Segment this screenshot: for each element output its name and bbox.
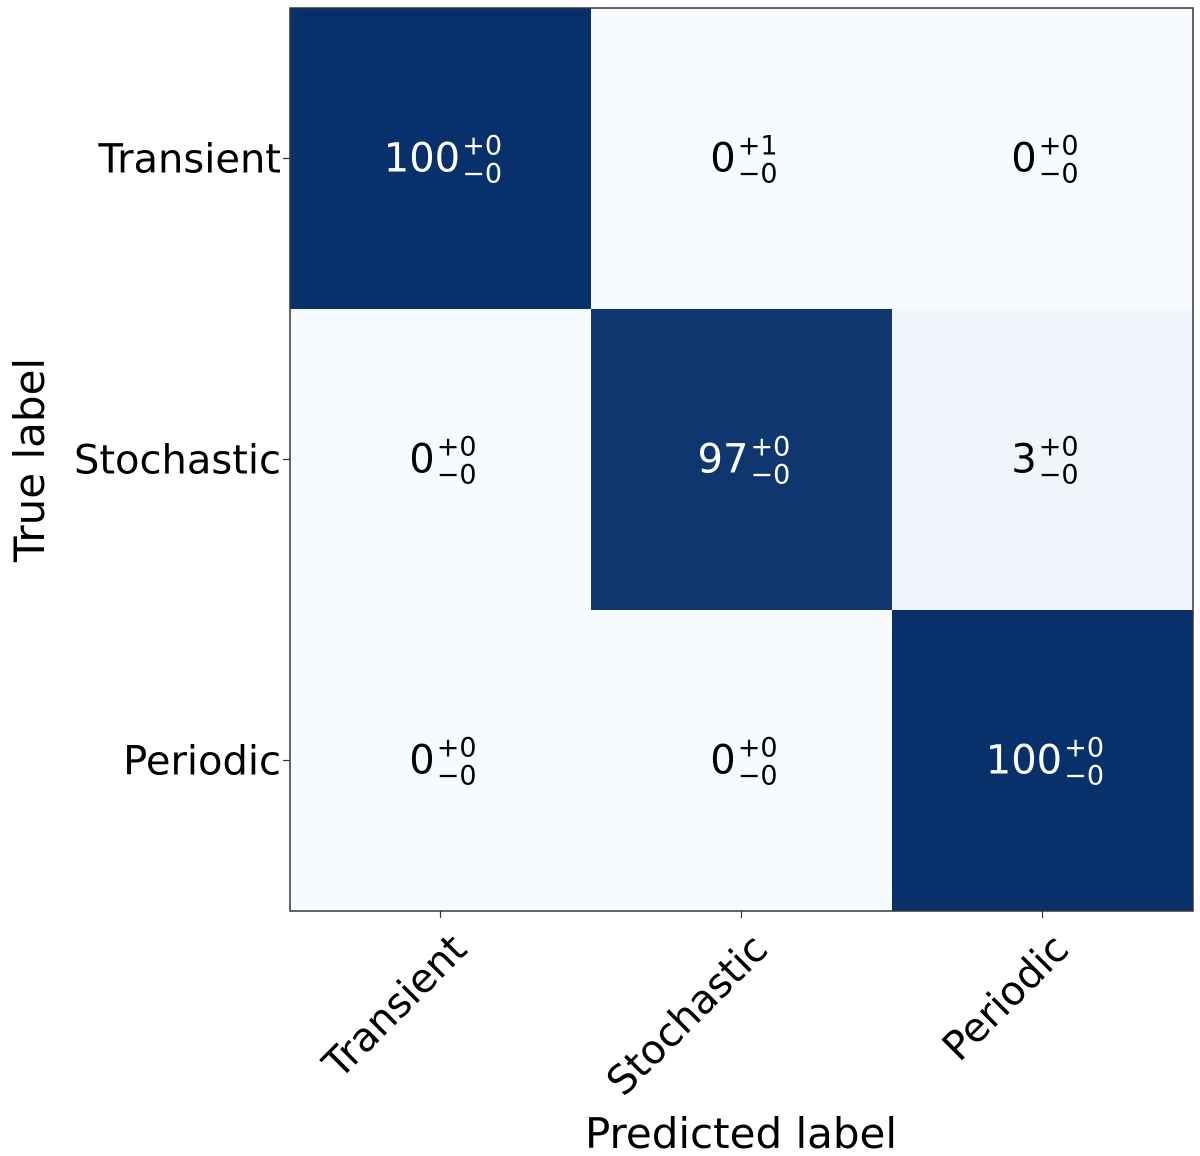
cell-lower-error: −0 [437,761,477,792]
cell-annotation: 3 +0−0 [1011,432,1078,491]
cell-annotation: 0 +1−0 [710,131,777,190]
cell-annotations: 100 +0−0 0 +1−0 0 +0−00 +0−0 97 +0−0 3 +0−00 +0−0 0 +… [384,131,1104,792]
heatmap-cell [591,610,893,912]
y-axis-label: True label [5,358,54,563]
cell-lower-error: −0 [738,761,778,792]
heatmap-cell [591,309,893,611]
cell-upper-error: +0 [437,733,477,764]
cell-value: 97 [698,437,749,483]
cell-upper-error: +0 [1039,131,1079,162]
heatmap-cells [290,8,1194,912]
heatmap-cell [290,309,592,611]
cell-value: 100 [986,738,1062,784]
x-tick-label: Transient [314,926,476,1088]
cell-lower-error: −0 [1039,159,1079,190]
cell-value: 0 [1011,136,1036,182]
cell-upper-error: +0 [1064,733,1104,764]
cell-value: 0 [409,738,434,784]
y-tick-label: Transient [98,137,281,183]
cell-lower-error: −0 [1064,761,1104,792]
cell-annotation: 0 +0−0 [409,733,476,792]
cell-upper-error: +1 [738,131,778,162]
cell-upper-error: +0 [1039,432,1079,463]
y-axis-ticks: Transient Stochastic Periodic [74,137,290,785]
cell-annotation: 0 +0−0 [710,733,777,792]
cell-lower-error: −0 [738,159,778,190]
y-tick-label: Periodic [123,739,281,785]
cell-annotation: 0 +0−0 [1011,131,1078,190]
x-tick-label: Periodic [934,926,1078,1070]
y-tick-label: Stochastic [74,438,281,484]
heatmap-cell [290,8,592,310]
cell-value: 0 [710,738,735,784]
heatmap-cell [892,8,1194,310]
x-axis-label: Predicted label [585,1109,897,1156]
heatmap-cell [591,8,893,310]
cell-value: 100 [384,136,460,182]
cell-lower-error: −0 [462,159,502,190]
cell-lower-error: −0 [751,460,791,491]
cell-upper-error: +0 [738,733,778,764]
cell-value: 3 [1011,437,1036,483]
heatmap-cell [892,309,1194,611]
cell-annotation: 97 +0−0 [698,432,791,491]
cell-annotation: 100 +0−0 [384,131,502,190]
cell-annotation: 0 +0−0 [409,432,476,491]
cell-upper-error: +0 [462,131,502,162]
cell-value: 0 [409,437,434,483]
cell-upper-error: +0 [751,432,791,463]
x-axis-ticks: Transient Stochastic Periodic [314,911,1078,1105]
cell-lower-error: −0 [437,460,477,491]
x-tick-label: Stochastic [598,926,777,1105]
cell-annotation: 100 +0−0 [986,733,1104,792]
cell-lower-error: −0 [1039,460,1079,491]
heatmap-cell [892,610,1194,912]
heatmap-cell [290,610,592,912]
cell-value: 0 [710,136,735,182]
cell-upper-error: +0 [437,432,477,463]
